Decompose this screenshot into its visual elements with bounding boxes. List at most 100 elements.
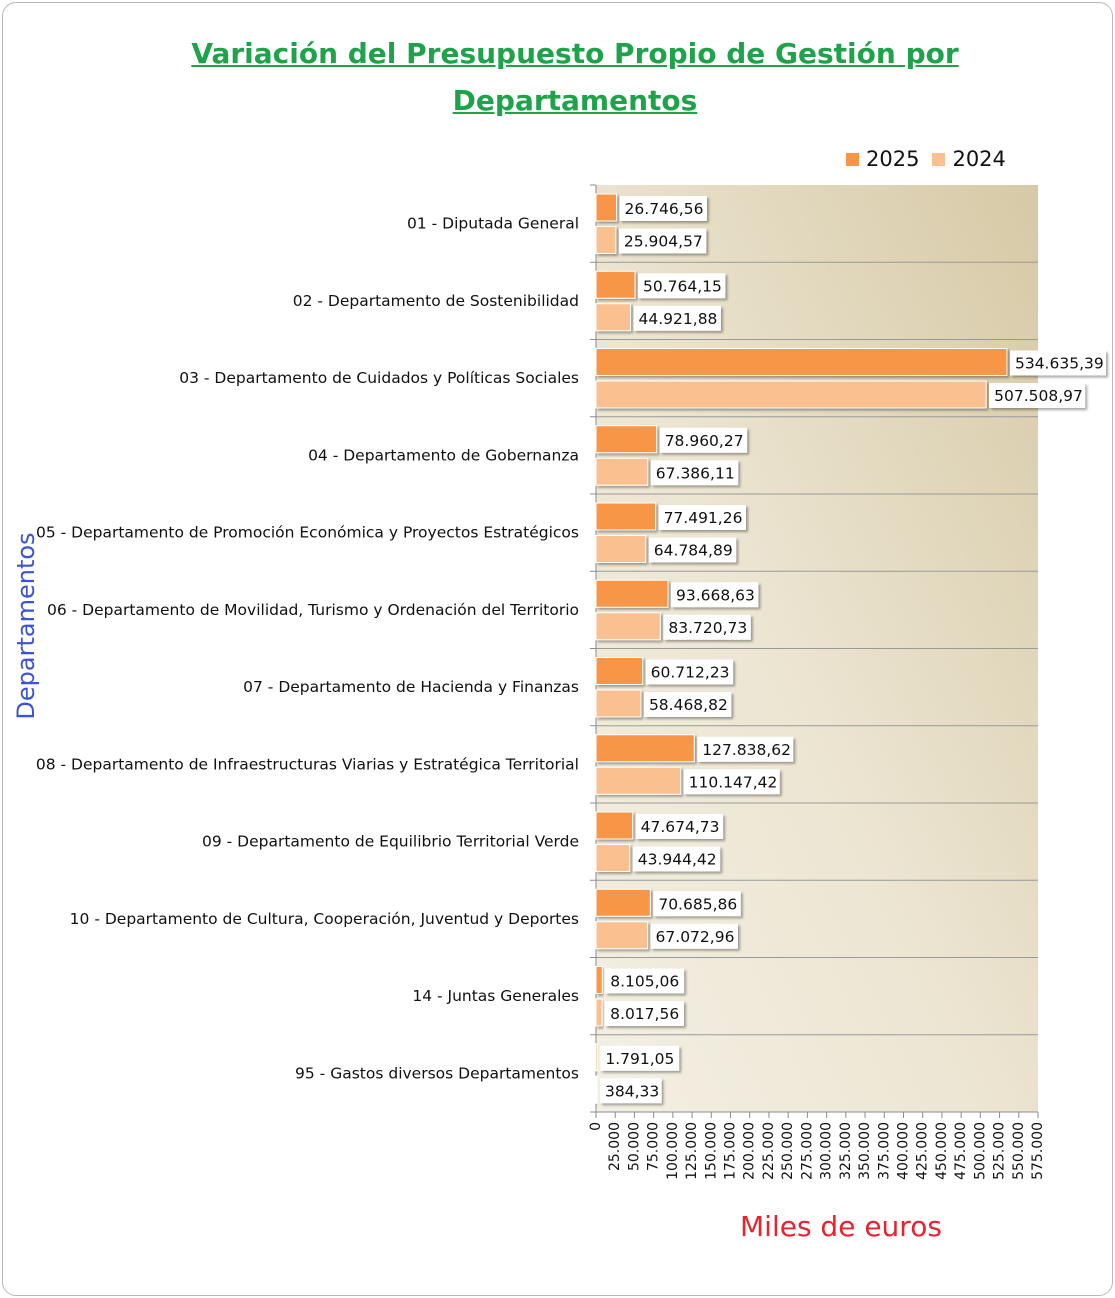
x-tick-label: 500.000 xyxy=(972,1122,988,1180)
bar-2024 xyxy=(595,766,682,795)
category-label: 06 - Departamento de Movilidad, Turismo … xyxy=(47,601,579,619)
data-label-box xyxy=(605,968,685,994)
x-tick-label: 375.000 xyxy=(876,1122,892,1180)
data-label-box xyxy=(671,582,759,608)
legend-swatch-2025 xyxy=(846,152,859,166)
x-tick-label: 575.000 xyxy=(1030,1122,1046,1180)
category-label: 95 - Gastos diversos Departamentos xyxy=(295,1064,579,1082)
bar-2025 xyxy=(595,1043,598,1072)
data-label-box xyxy=(600,1045,680,1071)
x-tick-label: 75.000 xyxy=(646,1122,662,1171)
data-label-box xyxy=(618,228,707,254)
x-tick-label: 200.000 xyxy=(742,1122,758,1180)
chart-title-line-1: Variación del Presupuesto Propio de Gest… xyxy=(191,37,959,70)
bar-2025 xyxy=(595,348,1008,376)
bar-2024 xyxy=(595,689,642,718)
data-label-2025: 77.491,26 xyxy=(664,509,743,527)
x-tick-label: 475.000 xyxy=(953,1122,969,1180)
category-label: 03 - Departamento de Cuidados y Política… xyxy=(179,369,579,387)
bar-2025 xyxy=(595,966,603,994)
x-tick-label: 25.000 xyxy=(607,1122,623,1171)
category-label: 07 - Departamento de Hacienda y Finanzas xyxy=(243,678,579,696)
data-label-box xyxy=(635,814,724,839)
data-label-box xyxy=(659,427,748,453)
bar-2024 xyxy=(595,1075,598,1104)
data-label-box xyxy=(1009,350,1106,376)
data-label-2024: 43.944,42 xyxy=(638,851,717,869)
bar-2024 xyxy=(595,303,632,332)
data-label-box xyxy=(645,659,734,685)
data-label-2025: 26.746,56 xyxy=(625,200,704,218)
x-tick-label: 325.000 xyxy=(838,1122,854,1180)
data-label-2025: 8.105,06 xyxy=(610,973,679,991)
data-label-2025: 60.712,23 xyxy=(651,664,730,682)
data-label-2025: 78.960,27 xyxy=(665,432,744,450)
x-tick-label: 425.000 xyxy=(915,1122,931,1180)
data-label-box xyxy=(632,846,721,872)
bar-2024 xyxy=(595,921,649,950)
legend-item-2024: 2024 xyxy=(932,147,1006,171)
category-label: 09 - Departamento de Equilibrio Territor… xyxy=(202,833,579,851)
bar-2024 xyxy=(595,998,603,1027)
bar-2025 xyxy=(595,657,644,685)
data-label-box xyxy=(643,692,732,717)
data-label-2024: 67.386,11 xyxy=(656,464,735,482)
data-label-box xyxy=(605,1001,684,1026)
x-tick-label: 400.000 xyxy=(895,1122,911,1180)
bar-2024 xyxy=(595,380,987,409)
data-label-box xyxy=(650,923,738,949)
data-label-box xyxy=(638,273,726,299)
x-tick-label: 525.000 xyxy=(992,1122,1008,1180)
data-label-2025: 47.674,73 xyxy=(641,818,720,836)
x-tick-label: 125.000 xyxy=(684,1122,700,1180)
category-label: 05 - Departamento de Promoción Económica… xyxy=(36,524,579,542)
data-label-2025: 93.668,63 xyxy=(676,586,755,604)
data-label-2025: 1.791,05 xyxy=(605,1050,674,1068)
x-tick-label: 50.000 xyxy=(626,1122,642,1171)
x-tick-label: 175.000 xyxy=(723,1122,739,1180)
data-label-box xyxy=(989,383,1086,408)
x-tick-label: 0 xyxy=(588,1122,604,1131)
bar-2025 xyxy=(595,193,618,222)
category-label: 10 - Departamento de Cultura, Cooperació… xyxy=(70,910,579,928)
data-label-2025: 50.764,15 xyxy=(643,277,722,295)
x-tick-label: 550.000 xyxy=(1011,1122,1027,1180)
data-label-box xyxy=(697,736,794,762)
bar-2024 xyxy=(595,457,649,486)
data-label-2024: 58.468,82 xyxy=(649,696,728,714)
category-label: 14 - Juntas Generales xyxy=(412,987,579,1005)
legend: 2025 2024 xyxy=(846,145,1019,173)
data-label-box xyxy=(619,196,707,221)
data-label-2025: 534.635,39 xyxy=(1015,355,1104,373)
data-label-2024: 25.904,57 xyxy=(624,233,703,251)
bar-2024 xyxy=(595,226,617,254)
data-label-2024: 507.508,97 xyxy=(994,387,1083,405)
x-tick-label: 225.000 xyxy=(761,1122,777,1180)
x-tick-label: 275.000 xyxy=(799,1122,815,1180)
bar-2024 xyxy=(595,535,647,563)
chart-title-line-2: Departamentos xyxy=(452,84,698,117)
bar-2025 xyxy=(595,734,695,763)
data-label-2024: 67.072,96 xyxy=(656,928,735,946)
category-label: 08 - Departamento de Infraestructuras Vi… xyxy=(36,755,579,773)
bar-2025 xyxy=(595,425,658,454)
category-label: 02 - Departamento de Sostenibilidad xyxy=(293,292,579,310)
data-label-box xyxy=(600,1078,662,1104)
x-tick-label: 150.000 xyxy=(703,1122,719,1180)
data-label-box xyxy=(648,537,737,563)
data-label-box xyxy=(663,614,751,640)
x-tick-label: 250.000 xyxy=(780,1122,796,1180)
data-label-2024: 64.784,89 xyxy=(654,542,733,560)
data-label-2025: 70.685,86 xyxy=(658,895,737,913)
bar-2025 xyxy=(595,579,669,608)
data-label-box xyxy=(650,460,739,486)
bar-2025 xyxy=(595,270,636,299)
bar-2024 xyxy=(595,844,631,872)
x-tick-label: 300.000 xyxy=(819,1122,835,1180)
bar-2025 xyxy=(595,888,651,917)
bar-2025 xyxy=(595,811,634,840)
data-label-box xyxy=(633,305,721,331)
bar-2025 xyxy=(595,502,657,531)
category-label: 04 - Departamento de Gobernanza xyxy=(308,446,579,464)
chart-title: Variación del Presupuesto Propio de Gest… xyxy=(0,30,1115,124)
